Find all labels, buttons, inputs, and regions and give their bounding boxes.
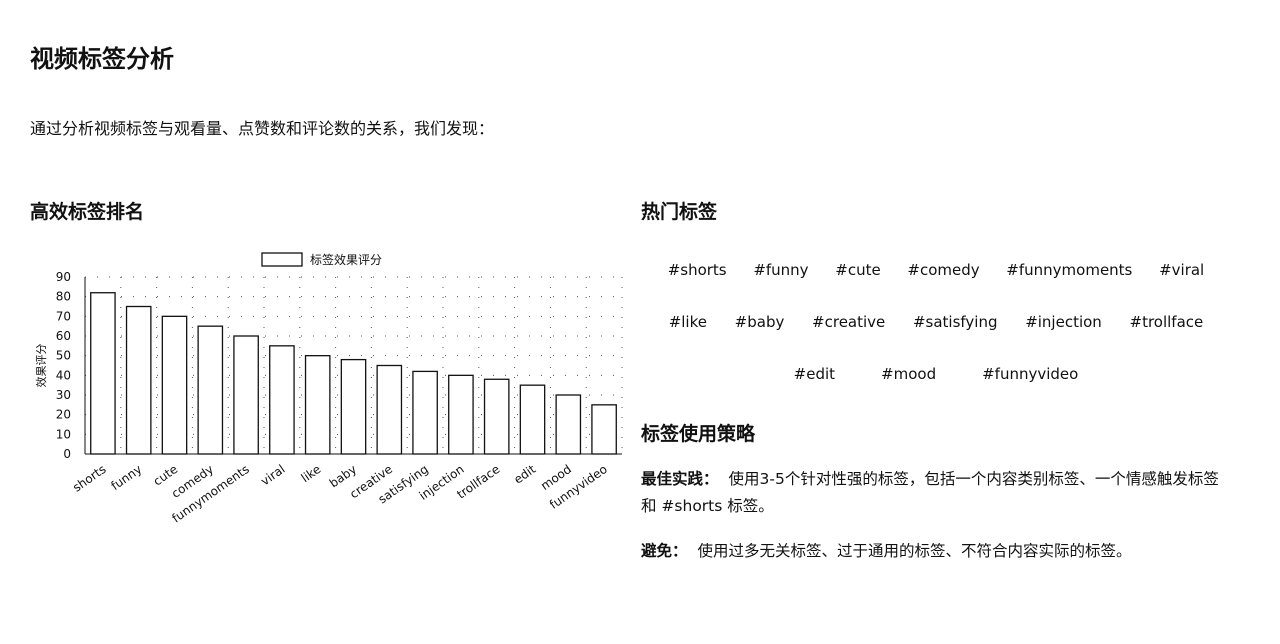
tag-link[interactable]: #viral — [1159, 261, 1205, 279]
bar — [161, 315, 188, 455]
y-tick-label: 30 — [56, 388, 71, 402]
avoid-label: 避免： — [641, 542, 688, 560]
best-practice-text: 使用3-5个针对性强的标签，包括一个内容类别标签、一个情感触发标签和 #shor… — [641, 470, 1219, 515]
y-tick-label: 20 — [56, 408, 71, 422]
bar — [340, 358, 367, 455]
best-practice-paragraph: 最佳实践： 使用3-5个针对性强的标签，包括一个内容类别标签、一个情感触发标签和 … — [641, 466, 1233, 520]
x-tick-label: viral — [258, 462, 287, 488]
y-tick-label: 60 — [56, 329, 71, 343]
y-tick-label: 80 — [56, 290, 71, 304]
y-tick-label: 0 — [63, 447, 71, 461]
avoid-text: 使用过多无关标签、过于通用的标签、不符合内容实际的标签。 — [697, 542, 1132, 560]
y-tick-label: 70 — [56, 309, 71, 323]
avoid-paragraph: 避免： 使用过多无关标签、过于通用的标签、不符合内容实际的标签。 — [641, 538, 1233, 565]
chart-section-title: 高效标签排名 — [30, 201, 145, 223]
tag-link[interactable]: #funny — [753, 261, 809, 279]
bar — [519, 384, 546, 455]
tag-link[interactable]: #comedy — [907, 261, 980, 279]
tag-link[interactable]: #cute — [835, 261, 881, 279]
y-tick-label: 10 — [56, 427, 71, 441]
legend-label: 标签效果评分 — [310, 252, 382, 267]
tag-row: #shorts #funny #cute #comedy #funnymomen… — [641, 258, 1231, 282]
x-tick-label: funny — [108, 462, 144, 493]
x-tick-label: edit — [511, 462, 538, 487]
tag-row: #like #baby #creative #satisfying #injec… — [641, 310, 1231, 334]
tag-link[interactable]: #trollface — [1129, 313, 1204, 331]
bar — [555, 394, 582, 455]
bar — [233, 335, 259, 455]
tag-link[interactable]: #funnymoments — [1006, 261, 1133, 279]
y-axis-label: 效果评分 — [34, 344, 48, 388]
x-tick-label: like — [299, 462, 324, 485]
tag-row: #edit #mood #funnyvideo — [641, 362, 1231, 386]
tag-link[interactable]: #shorts — [667, 261, 727, 279]
tag-link[interactable]: #funnyvideo — [982, 365, 1079, 383]
y-tick-label: 40 — [56, 368, 71, 382]
strategy-section-title: 标签使用策略 — [641, 423, 756, 445]
bar — [412, 370, 438, 455]
best-practice-label: 最佳实践： — [641, 470, 719, 488]
tag-link[interactable]: #like — [668, 313, 707, 331]
tag-link[interactable]: #injection — [1025, 313, 1102, 331]
bar — [304, 355, 331, 455]
legend-swatch — [261, 252, 303, 267]
popular-tags-title: 热门标签 — [641, 201, 718, 223]
bar — [125, 305, 152, 455]
bar — [197, 325, 224, 455]
bar — [591, 404, 617, 455]
tag-link[interactable]: #baby — [734, 313, 785, 331]
x-tick-label: shorts — [70, 462, 108, 495]
tag-link[interactable]: #mood — [881, 365, 937, 383]
tag-link[interactable]: #edit — [793, 365, 836, 383]
bar — [269, 345, 295, 455]
bar — [448, 374, 474, 455]
y-tick-label: 90 — [56, 270, 71, 284]
bar — [483, 378, 510, 455]
tag-link[interactable]: #creative — [812, 313, 886, 331]
bar — [90, 292, 116, 455]
y-tick-label: 50 — [56, 349, 71, 363]
tag-link[interactable]: #satisfying — [912, 313, 998, 331]
page-title: 视频标签分析 — [30, 45, 174, 73]
bar — [376, 364, 403, 455]
intro-text: 通过分析视频标签与观看量、点赞数和评论数的关系，我们发现： — [30, 119, 495, 138]
